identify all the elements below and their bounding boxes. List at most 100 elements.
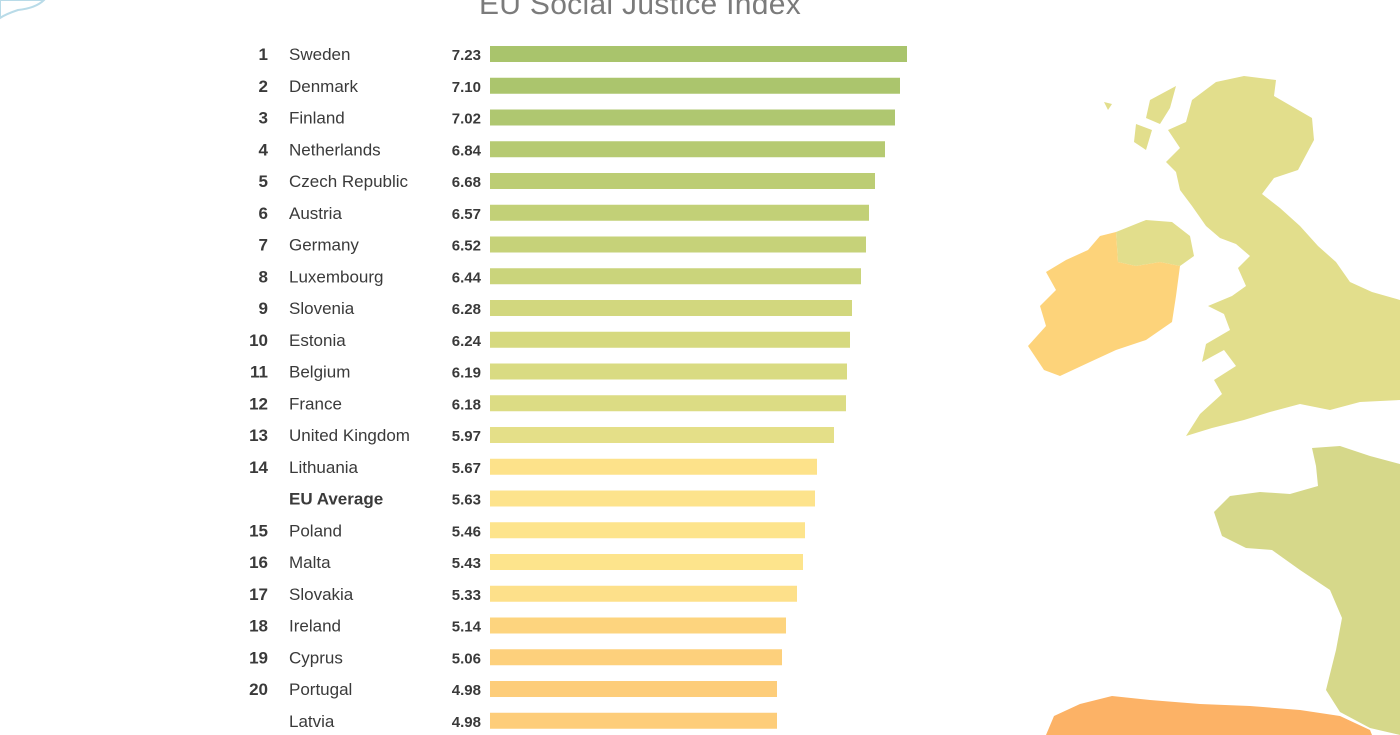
country-label: Cyprus (289, 648, 343, 667)
map-region-france (1214, 446, 1400, 735)
bar-row: 10 Estonia 6.24 (249, 331, 850, 350)
country-label: Slovenia (289, 299, 355, 318)
rank-label: 13 (249, 426, 268, 445)
value-label: 7.23 (452, 47, 481, 64)
value-label: 5.67 (452, 460, 481, 477)
value-label: 6.18 (452, 396, 481, 413)
bar (490, 712, 777, 729)
value-label: 4.98 (452, 714, 481, 731)
bar (490, 585, 797, 602)
bar-row: 19 Cyprus 5.06 (249, 648, 782, 667)
bar-row: 11 Belgium 6.19 (250, 363, 847, 382)
rank-label: 12 (249, 394, 268, 413)
value-label: 7.10 (452, 79, 481, 96)
bar-row: 20 Portugal 4.98 (249, 680, 777, 699)
bar-row: 12 France 6.18 (249, 394, 846, 413)
bar-row: 8 Luxembourg 6.44 (259, 267, 861, 286)
value-label: 5.14 (452, 619, 482, 636)
rank-label: 11 (250, 363, 268, 382)
value-label: 5.43 (452, 555, 481, 572)
bar (490, 522, 805, 539)
rank-label: 9 (259, 299, 268, 318)
country-label: Poland (289, 521, 342, 540)
bar-row: 7 Germany 6.52 (259, 236, 866, 255)
country-label: United Kingdom (289, 426, 410, 445)
rank-label: 17 (249, 585, 268, 604)
map-region-scottish-islands (1104, 86, 1176, 150)
bar-row: 1 Sweden 7.23 (259, 45, 907, 64)
country-label: Belgium (289, 363, 350, 382)
bar (490, 649, 782, 666)
country-label: Austria (289, 204, 342, 223)
value-label: 7.02 (452, 111, 481, 128)
rank-label: 5 (259, 172, 268, 191)
bar (490, 617, 786, 634)
bar (490, 268, 861, 285)
rank-label: 4 (259, 140, 269, 159)
bar-row: 13 United Kingdom 5.97 (249, 426, 834, 445)
country-label: Denmark (289, 77, 358, 96)
value-label: 6.19 (452, 365, 481, 382)
bar-row: 3 Finland 7.02 (259, 109, 895, 128)
country-label: Estonia (289, 331, 346, 350)
rank-label: 16 (249, 553, 268, 572)
map-region-ireland (1028, 232, 1180, 376)
bar-row: 16 Malta 5.43 (249, 553, 803, 572)
bar (490, 77, 900, 94)
bar (490, 204, 869, 221)
rank-label: 8 (259, 267, 268, 286)
rank-label: 7 (259, 236, 268, 255)
bar (490, 554, 803, 570)
country-label: Ireland (289, 617, 341, 636)
value-label: 5.33 (452, 587, 481, 604)
rank-label: 15 (249, 521, 268, 540)
value-label: 5.46 (452, 523, 481, 540)
rank-label: 19 (249, 648, 268, 667)
bar (490, 490, 815, 507)
rank-label: 14 (249, 458, 268, 477)
bar-row: 2 Denmark 7.10 (259, 77, 900, 96)
value-label: 6.28 (452, 301, 481, 318)
value-label: 4.98 (452, 682, 481, 699)
country-label: Sweden (289, 45, 350, 64)
value-label: 5.06 (452, 650, 481, 667)
country-label: Latvia (289, 712, 335, 731)
rank-label: 3 (259, 109, 268, 128)
rank-label: 1 (259, 45, 268, 64)
bar-row: EU Average 5.63 (289, 490, 815, 509)
country-label: EU Average (289, 490, 383, 509)
country-label: Finland (289, 109, 345, 128)
bar (490, 458, 817, 475)
country-label: Germany (289, 236, 359, 255)
bar (490, 141, 885, 158)
bar-row: 17 Slovakia 5.33 (249, 585, 797, 604)
rank-label: 20 (249, 680, 268, 699)
map-region-iberia (1046, 696, 1372, 735)
value-label: 6.44 (452, 269, 482, 286)
country-label: Lithuania (289, 458, 359, 477)
country-label: Slovakia (289, 585, 354, 604)
bar-row: 4 Netherlands 6.84 (259, 140, 885, 159)
chart-title: EU Social Justice Index (478, 0, 802, 21)
bar (490, 109, 895, 126)
rank-label: 18 (249, 617, 268, 636)
value-label: 6.84 (452, 142, 482, 159)
map-fragment-outline (0, 0, 46, 20)
bar (490, 46, 907, 62)
bar-row: 6 Austria 6.57 (259, 204, 869, 223)
bar (490, 395, 846, 412)
value-label: 6.68 (452, 174, 481, 191)
rank-label: 10 (249, 331, 268, 350)
bar-row: 14 Lithuania 5.67 (249, 458, 817, 477)
country-label: France (289, 394, 342, 413)
map-region-great-britain (1166, 76, 1400, 436)
bar (490, 681, 777, 697)
bar (490, 300, 852, 316)
bar-row: 15 Poland 5.46 (249, 521, 805, 540)
bar-row: Latvia 4.98 (289, 712, 777, 731)
bar (490, 331, 850, 348)
bar (490, 427, 834, 443)
country-label: Luxembourg (289, 267, 384, 286)
bar (490, 236, 866, 253)
